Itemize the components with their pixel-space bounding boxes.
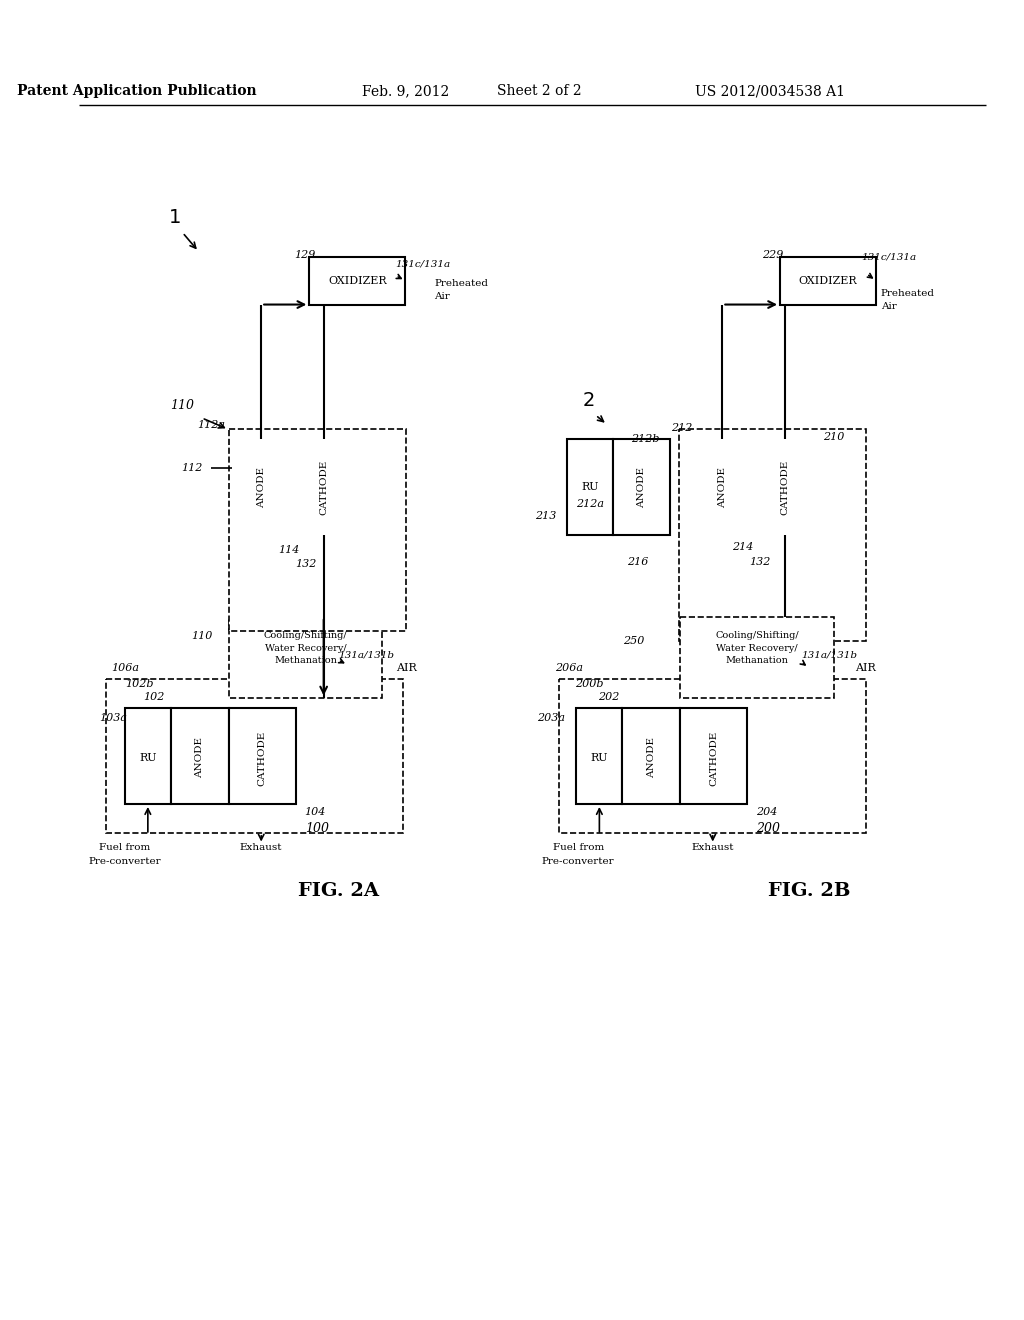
Text: 131a/131b: 131a/131b [801, 651, 857, 660]
Text: FIG. 2B: FIG. 2B [768, 882, 850, 899]
Bar [680, 616, 834, 698]
Text: 110: 110 [170, 399, 195, 412]
Text: 110: 110 [190, 631, 212, 642]
Text: CATHODE: CATHODE [710, 730, 718, 785]
Text: Pre-converter: Pre-converter [542, 857, 614, 866]
Bar [559, 680, 866, 833]
Text: 132: 132 [750, 557, 771, 568]
Text: 102: 102 [143, 692, 164, 701]
Text: Methanation: Methanation [725, 656, 788, 665]
Text: 214: 214 [732, 541, 754, 552]
Text: ANODE: ANODE [718, 466, 727, 508]
Text: 131c/131a: 131c/131a [395, 260, 451, 269]
Text: 216: 216 [627, 557, 648, 568]
Bar [125, 708, 171, 804]
Text: 102b: 102b [125, 678, 154, 689]
Text: US 2012/0034538 A1: US 2012/0034538 A1 [695, 84, 846, 98]
Bar [680, 708, 748, 804]
Text: Feb. 9, 2012: Feb. 9, 2012 [361, 84, 449, 98]
Text: 103a: 103a [99, 713, 127, 722]
Text: 250: 250 [624, 636, 645, 645]
Text: AIR: AIR [395, 663, 417, 673]
Bar [612, 440, 671, 535]
Text: 212a: 212a [577, 499, 604, 510]
Text: Water Recovery/: Water Recovery/ [716, 644, 798, 653]
Text: Air: Air [881, 302, 897, 312]
Bar [577, 708, 623, 804]
Text: Air: Air [434, 292, 450, 301]
Bar [780, 256, 877, 305]
Text: 206a: 206a [555, 663, 583, 673]
Text: OXIDIZER: OXIDIZER [328, 276, 387, 285]
Bar [171, 708, 228, 804]
Bar [752, 440, 818, 535]
Text: 203a: 203a [537, 713, 565, 722]
Text: ANODE: ANODE [196, 738, 204, 779]
Bar [693, 440, 752, 535]
Text: Cooling/Shifting/: Cooling/Shifting/ [263, 631, 347, 640]
Text: 212b: 212b [631, 434, 659, 444]
Text: ANODE: ANODE [637, 466, 646, 508]
Text: Fuel from: Fuel from [99, 843, 151, 851]
Text: Fuel from: Fuel from [553, 843, 604, 851]
Text: 131c/131a: 131c/131a [861, 252, 916, 261]
Text: Cooling/Shifting/: Cooling/Shifting/ [715, 631, 799, 640]
Text: ANODE: ANODE [647, 738, 655, 779]
Bar [566, 440, 612, 535]
Text: Sheet 2 of 2: Sheet 2 of 2 [498, 84, 582, 98]
Text: 131a/131b: 131a/131b [338, 651, 394, 660]
Bar [228, 616, 382, 698]
Text: $\mathit{1}$: $\mathit{1}$ [168, 209, 181, 227]
Text: 112a: 112a [198, 420, 225, 429]
Bar [309, 256, 406, 305]
Text: 106a: 106a [111, 663, 139, 673]
Text: 204: 204 [756, 807, 777, 817]
Text: Water Recovery/: Water Recovery/ [264, 644, 346, 653]
Text: Exhaust: Exhaust [240, 843, 283, 851]
Text: Exhaust: Exhaust [691, 843, 734, 851]
Text: 100: 100 [305, 821, 329, 834]
Text: CATHODE: CATHODE [258, 730, 266, 785]
Text: 212: 212 [672, 422, 692, 433]
Bar [105, 680, 403, 833]
Bar [228, 429, 407, 631]
Text: FIG. 2A: FIG. 2A [298, 882, 379, 899]
Bar [623, 708, 680, 804]
Text: Pre-converter: Pre-converter [88, 857, 161, 866]
Text: RU: RU [139, 752, 157, 763]
Text: Methanation: Methanation [274, 656, 337, 665]
Bar [228, 708, 296, 804]
Text: 112: 112 [181, 463, 203, 473]
Text: 229: 229 [762, 249, 783, 260]
Text: Patent Application Publication: Patent Application Publication [16, 84, 256, 98]
Text: 213: 213 [535, 511, 556, 521]
Text: 210: 210 [823, 432, 845, 442]
Text: 202: 202 [598, 692, 620, 701]
Text: 200: 200 [757, 821, 780, 834]
Text: RU: RU [591, 752, 608, 763]
Text: $\mathit{2}$: $\mathit{2}$ [582, 392, 594, 409]
Text: AIR: AIR [855, 663, 876, 673]
Text: RU: RU [581, 482, 598, 492]
Text: 200b: 200b [575, 678, 604, 689]
Bar [290, 440, 357, 535]
Text: 132: 132 [295, 558, 316, 569]
Text: 104: 104 [304, 807, 326, 817]
Text: ANODE: ANODE [257, 466, 265, 508]
Text: CATHODE: CATHODE [319, 459, 328, 515]
Text: CATHODE: CATHODE [780, 459, 790, 515]
Bar [232, 440, 290, 535]
Text: 129: 129 [294, 249, 315, 260]
Text: OXIDIZER: OXIDIZER [799, 276, 857, 285]
Text: Preheated: Preheated [881, 289, 935, 297]
Bar [679, 429, 866, 640]
Text: 114: 114 [279, 545, 300, 554]
Text: Preheated: Preheated [434, 279, 488, 288]
